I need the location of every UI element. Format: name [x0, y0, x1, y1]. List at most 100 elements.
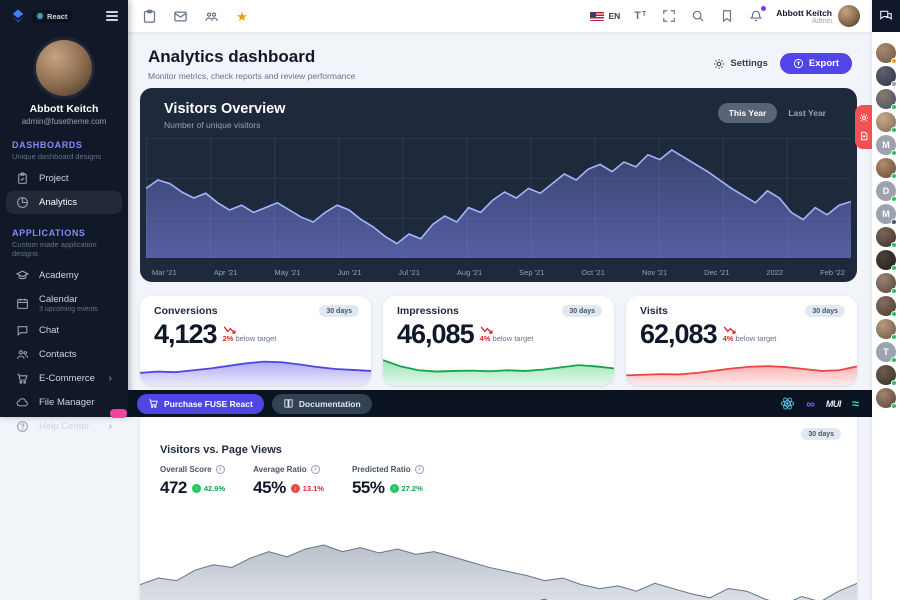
status-dot — [891, 334, 897, 340]
theme-settings-strip — [855, 105, 872, 149]
contact-avatar[interactable] — [876, 388, 897, 409]
stat-change: 27.2% — [401, 483, 423, 493]
contact-avatar[interactable] — [876, 89, 897, 110]
card-value: 4,123 — [154, 319, 218, 349]
fullscreen-button[interactable] — [660, 7, 678, 25]
react-version-badge[interactable]: React — [31, 9, 73, 23]
sidebar-item-file-manager[interactable]: File Manager — [6, 391, 122, 414]
sidebar-item-label: Analytics — [39, 197, 78, 208]
info-icon[interactable]: i — [310, 465, 320, 474]
export-button[interactable]: Export — [779, 53, 852, 74]
contact-avatar[interactable]: D — [876, 181, 897, 202]
x-axis-label: Mar '21 — [152, 268, 177, 277]
sidebar-item-chat[interactable]: Chat — [6, 319, 122, 342]
contact-avatar[interactable]: M — [876, 135, 897, 156]
sidebar-item-ecommerce[interactable]: E-Commerce › — [6, 367, 122, 390]
sidebar-item-analytics[interactable]: Analytics — [6, 191, 122, 214]
sidebar-item-contacts[interactable]: Contacts — [6, 343, 122, 366]
contact-avatar[interactable] — [876, 273, 897, 294]
visits-card[interactable]: Visits 30 days 62,083 4% below target — [626, 296, 857, 385]
x-axis-label: Apr '21 — [213, 268, 238, 277]
stat-change: 42.9% — [203, 483, 226, 493]
contact-avatar[interactable] — [876, 250, 897, 271]
contact-avatar[interactable] — [876, 296, 897, 317]
purchase-doc-icon[interactable] — [859, 131, 869, 141]
contact-avatar[interactable] — [876, 227, 897, 248]
chart-x-axis-labels: Mar '21 Apr '21 May '21 Jun '21 Jul '21 Aug '… — [152, 268, 845, 277]
card-value: 46,085 — [397, 319, 475, 349]
redux-icon: ∞ — [806, 396, 815, 411]
sidebar-item-label: Contacts — [39, 349, 77, 360]
sidebar: React Abbott Keitch admin@fusetheme.com … — [0, 0, 128, 432]
chat-bubbles-icon — [880, 10, 892, 21]
contact-avatar[interactable] — [876, 319, 897, 340]
contact-avatar[interactable]: T — [876, 342, 897, 363]
sidebar-item-academy[interactable]: Academy — [6, 264, 122, 287]
info-icon[interactable]: i — [215, 465, 225, 474]
status-dot — [891, 127, 897, 133]
documentation-button[interactable]: Documentation — [271, 393, 372, 414]
contact-avatar[interactable] — [876, 158, 897, 179]
visitors-vs-pageviews-chart[interactable] — [140, 512, 857, 600]
sidebar-item-project[interactable]: Project — [6, 167, 122, 190]
x-axis-label: Jul '21 — [398, 268, 420, 277]
mail-button[interactable] — [171, 7, 189, 25]
contact-avatar[interactable] — [876, 66, 897, 87]
section-label: APPLICATIONS — [12, 228, 86, 238]
mail-icon — [173, 11, 187, 21]
contact-avatar[interactable] — [876, 43, 897, 64]
daily-summary-button[interactable] — [140, 7, 158, 25]
contact-avatar[interactable] — [876, 112, 897, 133]
info-icon[interactable]: i — [414, 465, 424, 474]
nav-section-dashboards: DASHBOARDS Unique dashboard designs — [0, 140, 128, 161]
sidebar-item-calendar[interactable]: Calendar 3 upcoming events — [6, 288, 122, 318]
favorites-button[interactable]: ★ — [233, 7, 251, 25]
range-badge: 30 days — [562, 305, 602, 317]
language-selector[interactable]: EN — [590, 11, 620, 21]
trend-down-icon — [480, 326, 493, 334]
sidebar-toggle-button[interactable] — [106, 11, 118, 21]
status-dot — [891, 58, 897, 64]
status-dot — [891, 288, 897, 294]
change-percent: 4% — [722, 333, 734, 343]
settings-button[interactable]: Settings — [713, 58, 768, 70]
search-button[interactable] — [689, 7, 707, 25]
bookmarks-button[interactable] — [718, 7, 736, 25]
x-axis-label: Dec '21 — [704, 268, 730, 277]
main-content: Analytics dashboard Monitor metrics, che… — [128, 32, 872, 600]
us-flag-icon — [590, 11, 605, 21]
sidebar-item-label: Chat — [39, 325, 60, 336]
settings-label: Settings — [730, 58, 768, 69]
this-year-tab[interactable]: This Year — [717, 103, 778, 123]
language-code: EN — [608, 11, 621, 21]
impressions-card[interactable]: Impressions 30 days 46,085 4% below targ… — [383, 296, 614, 385]
section-label: DASHBOARDS — [12, 140, 83, 150]
purchase-button[interactable]: Purchase FUSE React — [137, 393, 264, 414]
status-dot — [891, 311, 897, 317]
contact-avatar[interactable]: M — [876, 204, 897, 225]
sidebar-item-help-center[interactable]: Help Center › — [6, 415, 122, 438]
arrow-up-icon: ↑ — [191, 483, 201, 493]
footer-bar: Purchase FUSE React Documentation ∞ MUI … — [128, 390, 872, 417]
user-avatar[interactable] — [36, 40, 92, 96]
chat-panel-header[interactable] — [872, 0, 900, 32]
status-dot — [891, 81, 897, 87]
documentation-label: Documentation — [298, 398, 361, 409]
last-year-tab[interactable]: Last Year — [788, 108, 826, 118]
contact-avatar[interactable] — [876, 365, 897, 386]
chat-bubble-icon — [17, 326, 28, 336]
notifications-button[interactable] — [747, 6, 767, 25]
academic-cap-icon — [16, 270, 29, 280]
settings-gear-icon[interactable] — [859, 113, 869, 123]
conversions-card[interactable]: Conversions 30 days 4,123 2% below targe… — [140, 296, 371, 385]
react-icon — [36, 12, 44, 20]
status-dot — [891, 150, 897, 156]
toolbar-user-menu[interactable]: Abbott Keitch Admin — [776, 5, 860, 27]
groups-button[interactable] — [202, 7, 220, 25]
change-note: below target — [492, 333, 534, 343]
question-circle-icon — [17, 421, 28, 432]
visitors-overview-chart[interactable] — [146, 138, 851, 258]
